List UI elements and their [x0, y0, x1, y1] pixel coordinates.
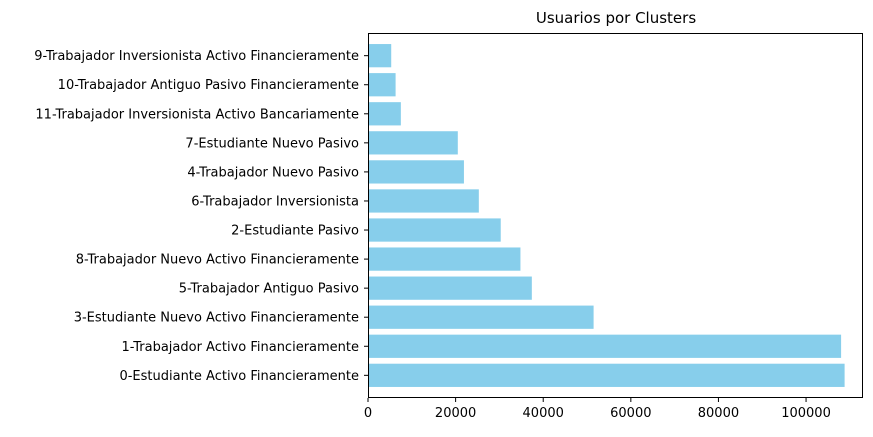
bar-1	[368, 334, 842, 358]
bar-9	[368, 102, 401, 126]
x-tick-label-4: 80000	[698, 406, 739, 421]
bar-8	[368, 131, 458, 155]
bar-4	[368, 247, 521, 271]
bar-6	[368, 189, 479, 213]
y-tick-label-4: 8-Trabajador Nuevo Activo Financierament…	[76, 253, 359, 268]
y-axis: 0-Estudiante Activo Financieramente 1-Tra…	[34, 49, 368, 384]
y-tick-label-3: 5-Trabajador Antiguo Pasivo	[179, 282, 359, 297]
y-tick-label-10: 10-Trabajador Antiguo Pasivo Financieram…	[58, 78, 359, 93]
x-axis: 0 20000 40000 60000 80000 100000	[364, 398, 831, 421]
y-tick-label-11: 9-Trabajador Inversionista Activo Financ…	[34, 49, 359, 64]
y-tick-label-9: 11-Trabajador Inversionista Activo Banca…	[35, 107, 359, 122]
bar-2	[368, 305, 594, 329]
plot-frame	[368, 33, 863, 398]
bar-11	[368, 44, 392, 68]
bar-10	[368, 73, 396, 97]
x-tick-label-1: 20000	[435, 406, 476, 421]
y-tick-label-5: 2-Estudiante Pasivo	[231, 224, 359, 239]
x-tick-label-0: 0	[364, 406, 372, 421]
chart-title: Usuarios por Clusters	[536, 9, 696, 27]
y-tick-label-7: 4-Trabajador Nuevo Pasivo	[187, 165, 359, 180]
x-tick-label-2: 40000	[523, 406, 564, 421]
x-tick-label-5: 100000	[781, 406, 831, 421]
y-tick-label-6: 6-Trabajador Inversionista	[191, 194, 359, 209]
y-tick-label-8: 7-Estudiante Nuevo Pasivo	[185, 136, 359, 151]
bar-5	[368, 218, 501, 242]
bars-layer	[368, 44, 845, 387]
y-tick-label-2: 3-Estudiante Nuevo Activo Financierament…	[74, 311, 359, 326]
bar-3	[368, 276, 532, 300]
y-tick-label-1: 1-Trabajador Activo Financieramente	[121, 340, 359, 355]
x-tick-label-3: 60000	[610, 406, 651, 421]
y-tick-label-0: 0-Estudiante Activo Financieramente	[119, 369, 359, 384]
bar-7	[368, 160, 464, 184]
bar-0	[368, 363, 845, 387]
